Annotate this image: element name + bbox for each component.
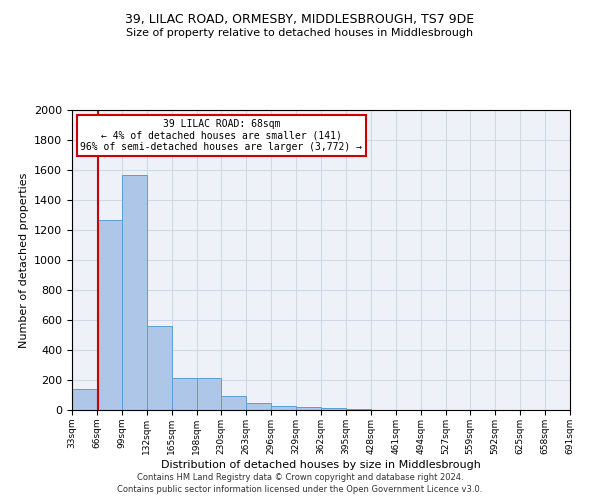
Text: 39 LILAC ROAD: 68sqm
← 4% of detached houses are smaller (141)
96% of semi-detac: 39 LILAC ROAD: 68sqm ← 4% of detached ho… — [80, 119, 362, 152]
Bar — [271, 406, 296, 410]
Bar — [296, 407, 321, 410]
Bar — [197, 378, 221, 410]
Bar — [97, 220, 122, 410]
Bar — [346, 409, 371, 410]
Text: Contains HM Land Registry data © Crown copyright and database right 2024.: Contains HM Land Registry data © Crown c… — [137, 472, 463, 482]
Bar — [147, 326, 172, 410]
Y-axis label: Number of detached properties: Number of detached properties — [19, 172, 29, 348]
Bar — [172, 378, 197, 410]
Bar — [122, 174, 147, 410]
X-axis label: Distribution of detached houses by size in Middlesbrough: Distribution of detached houses by size … — [161, 460, 481, 469]
Bar — [221, 396, 246, 410]
Bar — [321, 408, 346, 410]
Bar — [72, 389, 97, 410]
Bar — [246, 402, 271, 410]
Text: 39, LILAC ROAD, ORMESBY, MIDDLESBROUGH, TS7 9DE: 39, LILAC ROAD, ORMESBY, MIDDLESBROUGH, … — [125, 12, 475, 26]
Text: Contains public sector information licensed under the Open Government Licence v3: Contains public sector information licen… — [118, 485, 482, 494]
Text: Size of property relative to detached houses in Middlesbrough: Size of property relative to detached ho… — [127, 28, 473, 38]
